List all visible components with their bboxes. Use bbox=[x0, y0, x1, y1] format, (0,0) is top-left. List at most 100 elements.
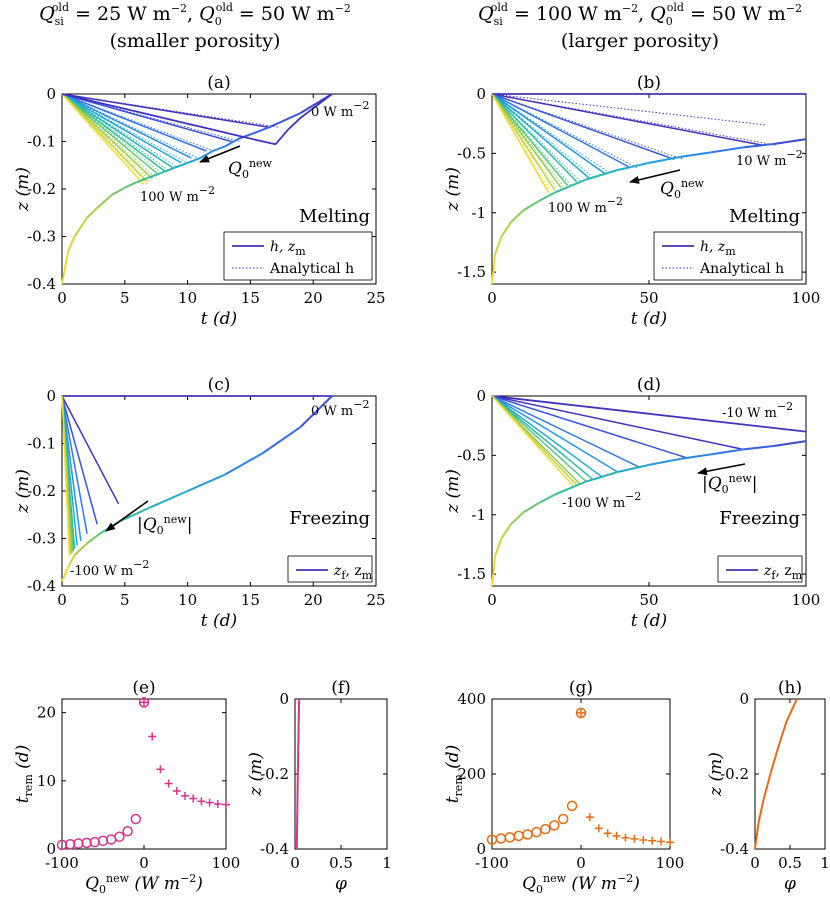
legend-label-solid: h, zm bbox=[270, 239, 306, 258]
x-tick-label: 10 bbox=[178, 289, 197, 307]
front-segment-1 bbox=[67, 554, 76, 568]
x-tick-label: 10 bbox=[178, 591, 197, 609]
front-segment-8 bbox=[149, 171, 163, 179]
annotation-bottom: -100 W m−2 bbox=[562, 490, 641, 511]
text-part: z (m) bbox=[706, 752, 726, 797]
series-line-2 bbox=[491, 93, 631, 169]
front-segment-4 bbox=[522, 502, 540, 514]
analytical-line-extra bbox=[491, 93, 766, 126]
series-line-2 bbox=[491, 395, 640, 468]
plus-marker bbox=[222, 800, 230, 809]
y-tick-label: -0.2 bbox=[720, 765, 749, 783]
x-tick-label: 0 bbox=[750, 854, 760, 872]
text-part: new bbox=[164, 513, 188, 526]
axes-frame bbox=[491, 698, 671, 850]
front-segment-8 bbox=[224, 452, 264, 476]
y-axis-label: z (m) bbox=[443, 167, 463, 212]
y-axis-label: z (m) bbox=[706, 752, 726, 797]
text-part: 100 W m bbox=[140, 190, 199, 205]
panel-title: (b) bbox=[637, 73, 661, 93]
series-line-0 bbox=[61, 93, 270, 129]
x-tick-label: 0.5 bbox=[778, 854, 802, 872]
text-part: Q bbox=[522, 874, 536, 894]
y-tick-label: -0.4 bbox=[27, 577, 56, 595]
text-part: 0 W m bbox=[311, 404, 353, 419]
analytical-line-1 bbox=[61, 93, 241, 142]
x-axis-label: Q0new (W m−2) bbox=[522, 872, 640, 896]
text-part: new bbox=[681, 177, 705, 190]
axes-frame bbox=[61, 395, 377, 587]
y-tick-label: -0.4 bbox=[720, 840, 749, 858]
x-tick-label: 25 bbox=[366, 289, 385, 307]
circle-marker bbox=[114, 831, 125, 842]
text-part: −2 bbox=[353, 398, 369, 411]
text-part: m bbox=[295, 245, 306, 258]
flux-arrow bbox=[629, 169, 681, 184]
annotation-bottom: 100 W m−2 bbox=[140, 184, 215, 205]
plus-marker bbox=[603, 829, 612, 838]
text-part: −2 bbox=[625, 490, 641, 503]
series-line-7 bbox=[491, 93, 562, 189]
y-tick-label: -0.1 bbox=[27, 435, 56, 453]
panel-h: 0 0.5 1 0 -0.2 -0.4 (h) φ z (m) bbox=[706, 678, 830, 894]
panel-a: 0 5 10 15 20 25 0 -0.1 -0.2 -0.3 -0.4 (a) t (d) z (m)… bbox=[13, 73, 386, 329]
front-segment-6 bbox=[124, 180, 138, 189]
series-line-6 bbox=[491, 93, 568, 186]
panel-c: 0 5 10 15 20 25 0 -0.1 -0.2 -0.3 -0.4 (c) t (d) z (m)… bbox=[13, 375, 386, 631]
text-part: -100 W m bbox=[70, 564, 133, 579]
plus-marker bbox=[657, 837, 666, 846]
process-label: Freezing bbox=[719, 508, 800, 529]
x-tick-label: 100 bbox=[212, 854, 241, 872]
y-tick-label: -0.2 bbox=[27, 482, 56, 500]
text-part: −2 bbox=[133, 558, 149, 571]
y-axis-label: z (m) bbox=[13, 469, 33, 514]
x-tick-label: -100 bbox=[45, 854, 79, 872]
text-part: new bbox=[543, 872, 567, 885]
legend-box bbox=[223, 231, 373, 281]
front-segment-10 bbox=[680, 151, 712, 158]
front-segment-11 bbox=[187, 157, 201, 164]
x-tick-label: 15 bbox=[241, 591, 260, 609]
porosity-profile bbox=[295, 698, 301, 850]
front-segment-11 bbox=[711, 448, 744, 456]
x-axis-label: Q0new (W m−2) bbox=[85, 872, 203, 896]
zero-circle-marker bbox=[575, 707, 587, 719]
text-part: 0 bbox=[99, 883, 106, 896]
series-line-8 bbox=[61, 93, 153, 180]
y-tick-label: -0.1 bbox=[27, 133, 56, 151]
front-segment-2 bbox=[500, 221, 512, 238]
text-part: 0 bbox=[674, 188, 681, 201]
text-part: rem bbox=[22, 774, 35, 797]
arrow-label: |Q0new| bbox=[702, 472, 757, 496]
analytical-line-7 bbox=[61, 93, 164, 176]
panel-title: (h) bbox=[778, 678, 802, 698]
analytical-line-1 bbox=[491, 93, 684, 160]
series-line-0 bbox=[61, 395, 120, 505]
front-segment-16 bbox=[268, 112, 302, 129]
series-line-4 bbox=[491, 395, 603, 478]
text-part: |Q bbox=[702, 474, 722, 494]
x-tick-label: 25 bbox=[366, 591, 385, 609]
front-segment-13 bbox=[774, 440, 807, 447]
text-part: f bbox=[771, 569, 776, 582]
text-part: -10 W m bbox=[722, 406, 777, 421]
text-part: , z bbox=[345, 563, 361, 579]
series-line-7 bbox=[61, 93, 160, 176]
circle-marker bbox=[64, 838, 76, 850]
text-part: φ bbox=[335, 874, 347, 894]
x-tick-label: 1 bbox=[820, 854, 830, 872]
panel-title: (c) bbox=[208, 375, 231, 395]
front-segment-7 bbox=[187, 473, 226, 492]
front-segment-14 bbox=[224, 138, 239, 148]
front-segment-1 bbox=[494, 538, 503, 557]
y-tick-label: 20 bbox=[37, 704, 56, 722]
text-part: (W m bbox=[129, 874, 180, 894]
x-tick-label: 20 bbox=[304, 289, 323, 307]
panel-title: (g) bbox=[569, 678, 593, 698]
front-segment-4 bbox=[522, 200, 540, 212]
axes-frame bbox=[294, 698, 388, 850]
front-segment-8 bbox=[617, 161, 650, 171]
text-part: Q bbox=[228, 159, 242, 179]
annotation-top: 0 W m−2 bbox=[311, 398, 369, 419]
